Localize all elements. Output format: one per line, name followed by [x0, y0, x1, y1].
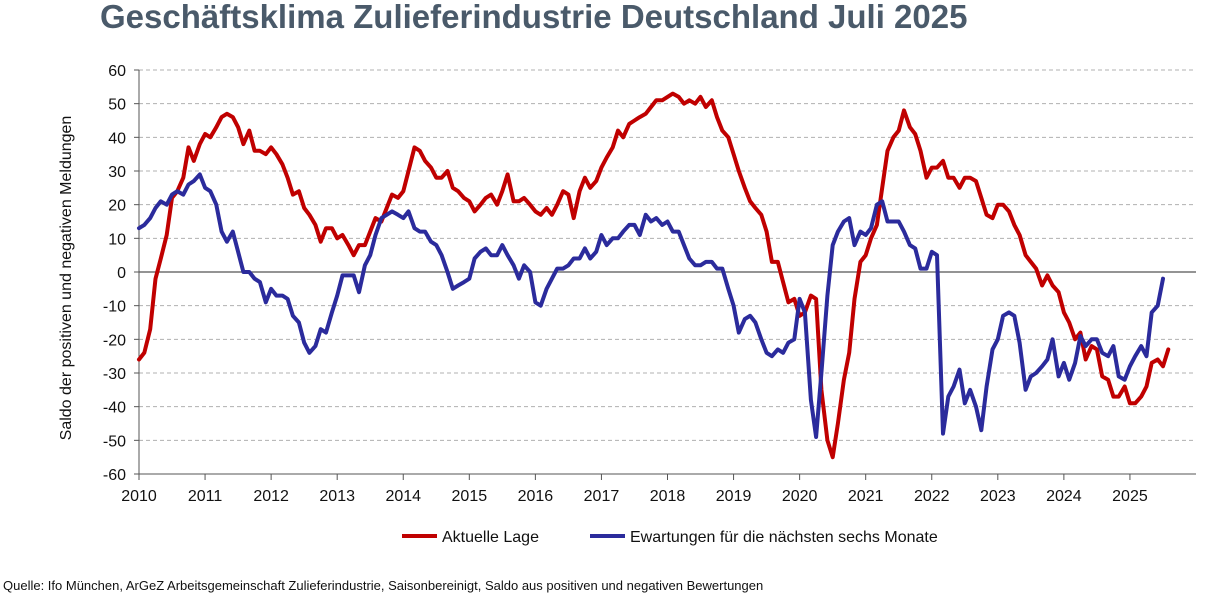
- x-tick-label: 2023: [980, 488, 1016, 505]
- x-tick-label: 2021: [848, 488, 884, 505]
- series-line-erwartungen: [137, 172, 1165, 439]
- y-axis-tick-labels: 60 50 40 30 20 10 0 -10 -20 -30 -40 -50 -60: [103, 63, 126, 484]
- x-tick-label: 2011: [188, 488, 223, 505]
- x-tick-label: 2015: [452, 488, 488, 505]
- x-tick-label: 2016: [518, 488, 554, 505]
- x-tick-label: 2019: [716, 488, 752, 505]
- x-tick-label: 2025: [1112, 488, 1148, 505]
- y-tick-label: 50: [108, 97, 126, 114]
- x-tick-label: 2010: [121, 488, 157, 505]
- y-tick-label: -40: [103, 400, 126, 417]
- x-axis-tick-labels: 2010 2011 2012 2013 2014 2015 2016 2017 2018 2019…: [121, 488, 1148, 505]
- x-tick-label: 2020: [782, 488, 818, 505]
- y-tick-label: 0: [117, 265, 126, 282]
- y-tick-label: -10: [103, 299, 126, 316]
- gridlines: [134, 69, 1196, 475]
- series-lines: [137, 91, 1171, 460]
- y-tick-label: -20: [103, 332, 126, 349]
- source-note: Quelle: Ifo München, ArGeZ Arbeitsgemein…: [3, 578, 764, 593]
- x-tick-label: 2012: [253, 488, 289, 505]
- legend-label: Ewartungen für die nächsten sechs Monate: [630, 529, 938, 546]
- legend-label: Aktuelle Lage: [442, 529, 539, 546]
- y-tick-label: 60: [108, 63, 126, 80]
- y-tick-label: -30: [103, 366, 126, 383]
- x-tick-label: 2017: [584, 488, 620, 505]
- x-tick-label: 2022: [914, 488, 950, 505]
- x-tick-label: 2014: [385, 488, 421, 505]
- x-tick-label: 2013: [319, 488, 355, 505]
- y-tick-label: -50: [103, 433, 126, 450]
- x-tick-label: 2024: [1046, 488, 1082, 505]
- y-tick-label: -60: [103, 467, 126, 484]
- y-tick-label: 40: [108, 130, 126, 147]
- legend: Aktuelle Lage Ewartungen für die nächsten…: [402, 529, 938, 546]
- axes: [138, 70, 1196, 480]
- y-tick-label: 30: [108, 164, 126, 181]
- series-line-aktuelle-lage: [137, 91, 1171, 460]
- y-tick-label: 10: [108, 231, 126, 248]
- y-axis-label: Saldo der positiven und negativen Meldun…: [58, 116, 75, 441]
- chart-title: Geschäftsklima Zulieferindustrie Deutsch…: [100, 0, 968, 35]
- y-tick-label: 20: [108, 198, 126, 215]
- x-tick-label: 2018: [650, 488, 686, 505]
